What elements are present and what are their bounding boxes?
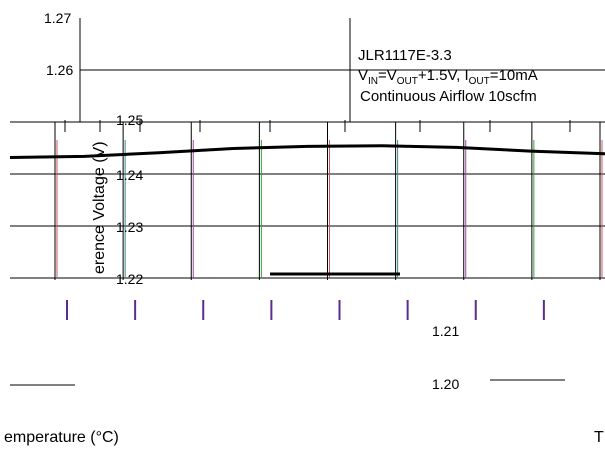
y-tick-label: 1.24 [116,167,143,183]
x-axis-title: emperature (°C) [4,429,119,446]
y-tick-label: 1.21 [432,323,459,339]
annotation-layer: JLR1117E-3.3 VIN=VOUT+1.5V, IOUT=10mA Co… [358,47,538,105]
cond-iout-sub: OUT [469,76,490,87]
y-axis-title: erence Voltage (V) [91,141,108,274]
y-tick-label: 1.20 [432,376,459,392]
device-annotation: JLR1117E-3.3 [358,47,452,64]
y-tick-label: 1.23 [116,219,143,235]
x-axis-title-fragment: T [594,429,604,446]
cond-eq: =V [378,67,397,84]
conditions-annotation: VIN=VOUT+1.5V, IOUT=10mA [358,67,538,87]
cond-out-sub: OUT [397,76,418,87]
y-tick-label: 1.27 [44,10,71,26]
cond-v: V [358,67,368,84]
y-tick-label: 1.25 [116,112,143,128]
y-tick-label: 1.22 [116,271,143,287]
cond-tail: =10mA [490,67,538,84]
cond-in-sub: IN [368,76,378,87]
cond-plus: +1.5V, I [418,67,469,84]
y-tick-label: 1.26 [46,62,73,78]
airflow-annotation: Continuous Airflow 10scfm [360,88,537,105]
